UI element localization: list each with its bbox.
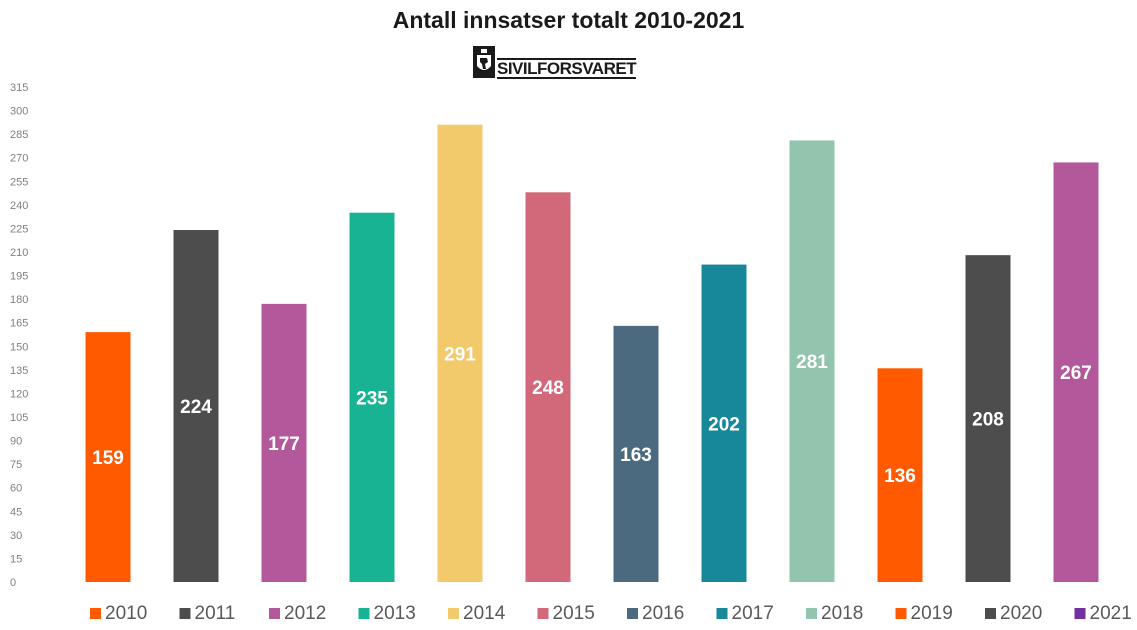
legend-label: 2019 bbox=[911, 603, 953, 624]
legend-label: 2017 bbox=[732, 603, 774, 624]
data-label: 224 bbox=[180, 397, 212, 418]
legend-swatch bbox=[358, 608, 370, 619]
bar-2010 bbox=[85, 332, 131, 582]
legend-swatch bbox=[537, 608, 549, 619]
y-tick-label: 225 bbox=[10, 223, 28, 235]
y-tick-label: 180 bbox=[10, 294, 28, 306]
legend-swatch bbox=[895, 608, 907, 619]
legend-swatch bbox=[269, 608, 280, 619]
y-tick-label: 90 bbox=[10, 436, 22, 448]
logo-text: SIVILFORSVARET bbox=[497, 58, 637, 79]
bar-2011 bbox=[173, 230, 219, 582]
y-tick-label: 255 bbox=[10, 176, 28, 188]
legend-label: 2014 bbox=[463, 603, 506, 624]
legend-label: 2018 bbox=[821, 603, 863, 624]
y-tick-label: 240 bbox=[10, 200, 28, 212]
legend-label: 2011 bbox=[195, 603, 236, 624]
legend-swatch bbox=[179, 608, 191, 619]
y-tick-label: 30 bbox=[10, 530, 22, 542]
y-tick-label: 120 bbox=[10, 388, 28, 400]
legend-swatch bbox=[1074, 608, 1086, 619]
bar-2020 bbox=[965, 255, 1011, 582]
bar-2019 bbox=[877, 368, 923, 582]
y-tick-label: 210 bbox=[10, 247, 28, 259]
legend-swatch bbox=[806, 608, 817, 619]
y-tick-label: 285 bbox=[10, 129, 28, 141]
data-label: 202 bbox=[708, 414, 740, 435]
y-tick-label: 150 bbox=[10, 341, 28, 353]
data-label: 159 bbox=[92, 448, 124, 469]
y-tick-label: 315 bbox=[10, 82, 28, 94]
chart-title: Antall innsatser totalt 2010-2021 bbox=[392, 7, 745, 33]
legend-swatch bbox=[90, 608, 101, 619]
data-label: 267 bbox=[1060, 363, 1092, 384]
legend-swatch bbox=[448, 608, 459, 619]
y-tick-label: 270 bbox=[10, 153, 28, 165]
bar-2012 bbox=[261, 303, 307, 582]
legend-label: 2020 bbox=[1000, 603, 1042, 624]
bar-2014 bbox=[437, 124, 483, 582]
y-tick-label: 75 bbox=[10, 459, 22, 471]
coat-of-arms-lion-icon bbox=[473, 46, 495, 78]
data-label: 235 bbox=[356, 388, 388, 409]
y-tick-label: 15 bbox=[10, 553, 22, 565]
bar-2021 bbox=[1053, 162, 1099, 582]
legend-label: 2021 bbox=[1090, 603, 1132, 624]
legend-label: 2012 bbox=[284, 603, 326, 624]
y-tick-label: 45 bbox=[10, 506, 22, 518]
legend-swatch bbox=[985, 608, 996, 619]
y-tick-label: 195 bbox=[10, 271, 28, 283]
y-tick-label: 0 bbox=[10, 577, 16, 589]
bar-2015 bbox=[525, 192, 571, 583]
data-label: 281 bbox=[796, 352, 828, 373]
legend-swatch bbox=[716, 608, 728, 619]
bar-2017 bbox=[701, 264, 747, 582]
y-tick-label: 135 bbox=[10, 365, 28, 377]
data-label: 291 bbox=[444, 344, 476, 365]
legend-label: 2016 bbox=[642, 603, 684, 624]
bar-2018 bbox=[789, 140, 835, 582]
legend-label: 2015 bbox=[553, 603, 595, 624]
legend-label: 2013 bbox=[374, 603, 416, 624]
bar-2016 bbox=[613, 325, 659, 582]
sivilforsvaret-logo: SIVILFORSVARET bbox=[473, 46, 637, 80]
legend-swatch bbox=[627, 608, 638, 619]
data-label: 208 bbox=[972, 410, 1004, 431]
data-label: 248 bbox=[532, 378, 564, 399]
y-tick-label: 60 bbox=[10, 483, 22, 495]
data-label: 163 bbox=[620, 445, 652, 466]
legend-label: 2010 bbox=[105, 603, 147, 624]
y-tick-label: 105 bbox=[10, 412, 28, 424]
data-label: 177 bbox=[268, 434, 300, 455]
y-tick-label: 300 bbox=[10, 106, 28, 118]
y-tick-label: 165 bbox=[10, 318, 28, 330]
data-label: 136 bbox=[884, 466, 916, 487]
bar-2013 bbox=[349, 212, 395, 582]
